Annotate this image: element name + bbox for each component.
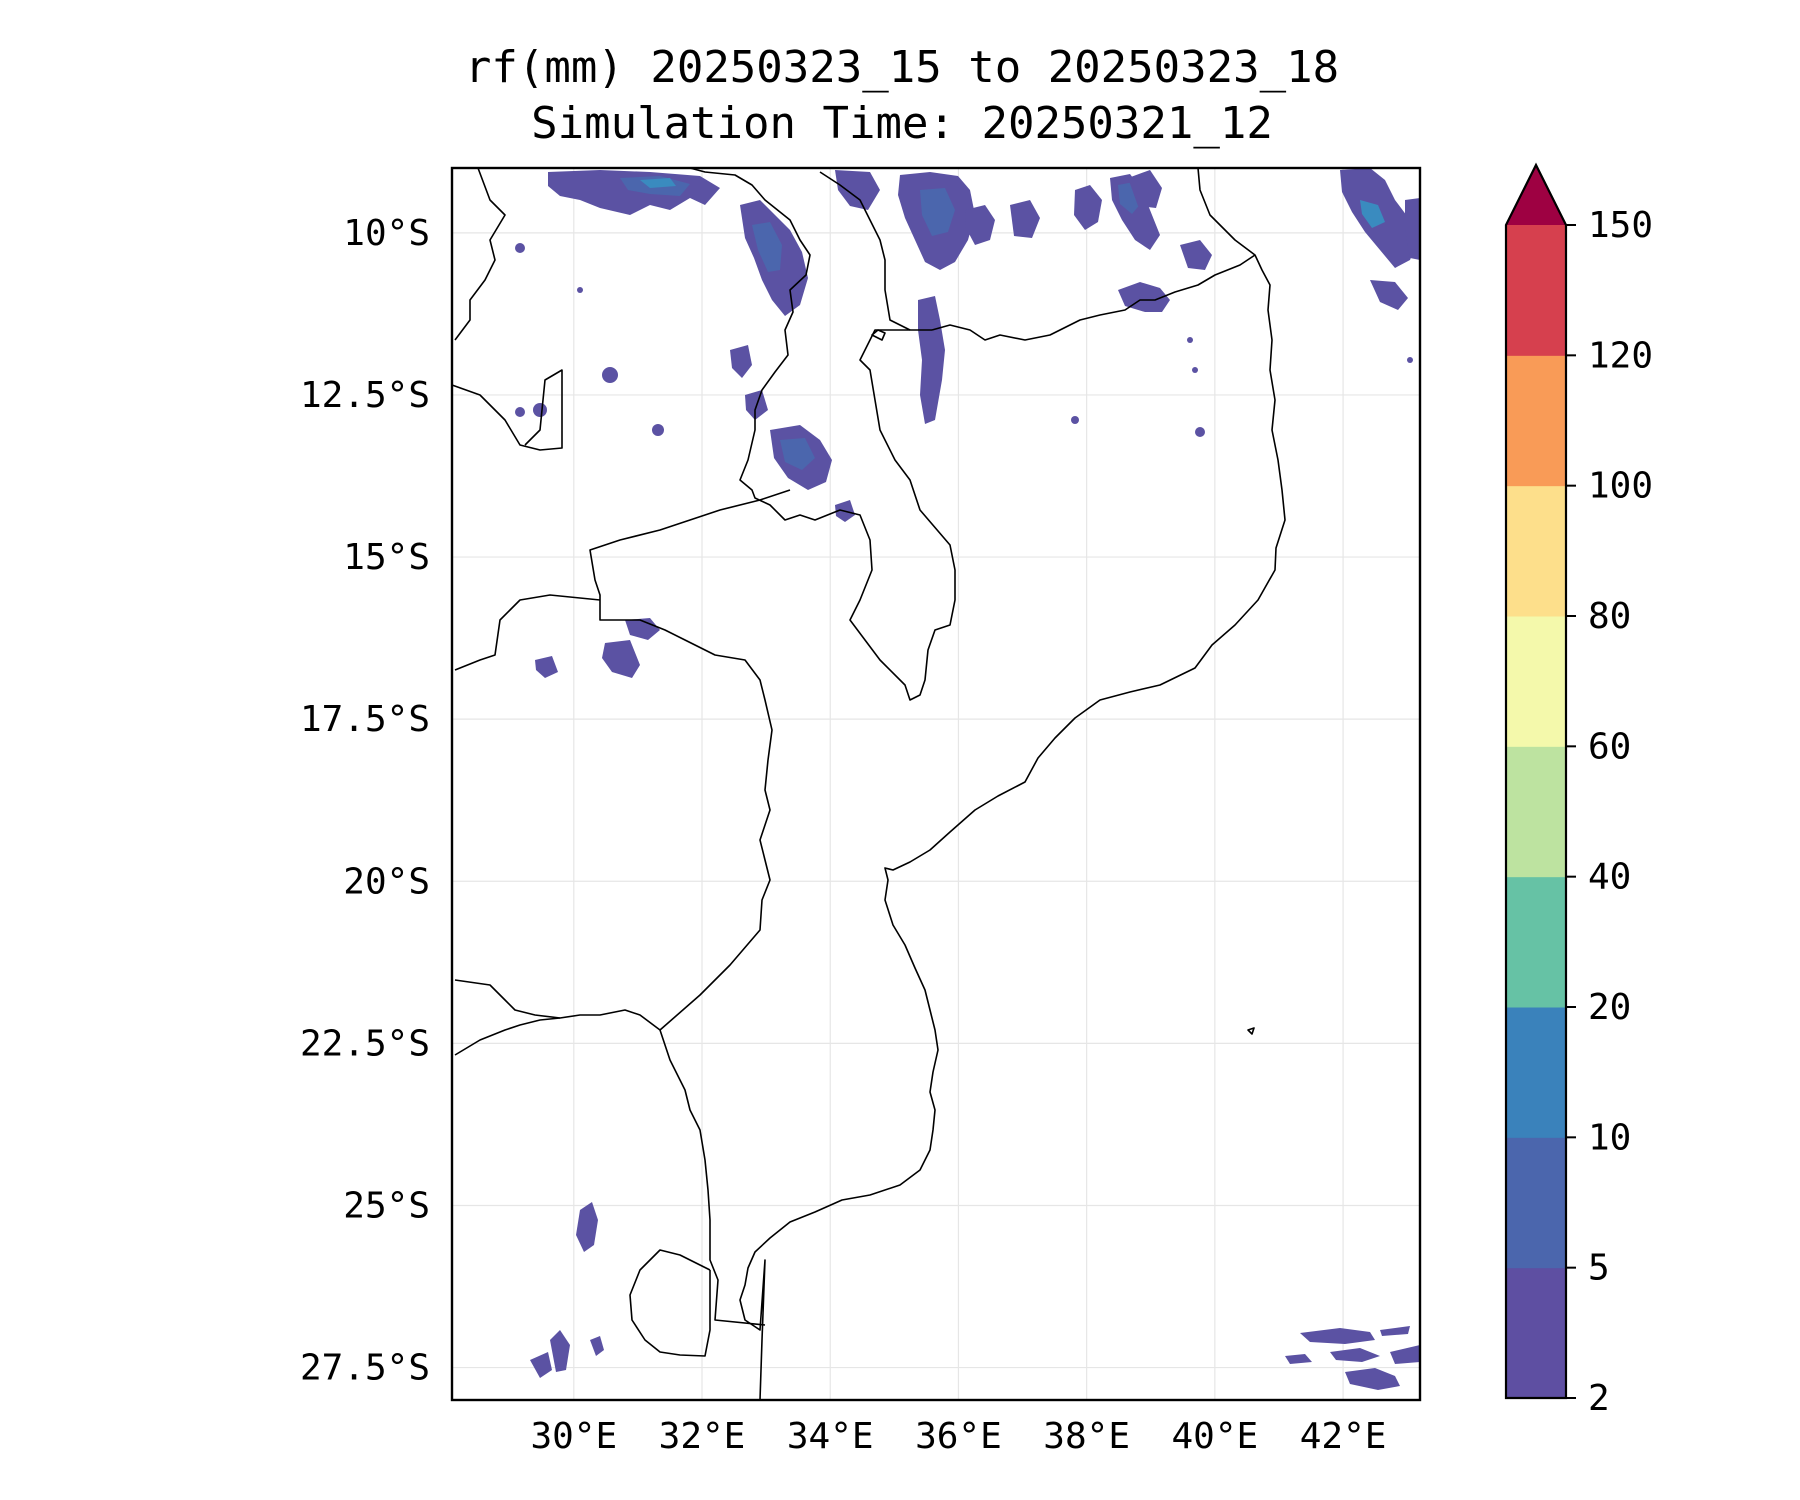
colorbar-segment: [1506, 616, 1566, 747]
colorbar-segment: [1506, 1007, 1566, 1138]
colorbar-segment: [1506, 876, 1566, 1008]
x-tick-label: 40°E: [1172, 1416, 1259, 1457]
gridlines: [452, 168, 1420, 1400]
colorbar-segment: [1506, 485, 1566, 617]
colorbar-extend-arrow: [1506, 165, 1566, 225]
colorbar-tick-label: 10: [1588, 1117, 1631, 1158]
colorbar-outline: [1504, 162, 1568, 1400]
x-tick-label: 38°E: [1043, 1416, 1130, 1457]
title-line-2: Simulation Time: 20250321_12: [531, 98, 1273, 149]
latitude-tick-labels: 10°S 12.5°S 15°S 17.5°S 20°S 22.5°S 25°S 27.5°S: [300, 213, 430, 1389]
colorbar-tick-label: 150: [1588, 205, 1653, 246]
colorbar-segment: [1506, 355, 1566, 487]
colorbar-tick-label: 80: [1588, 596, 1631, 637]
x-tick-label: 32°E: [659, 1416, 746, 1457]
x-tick-label: 36°E: [915, 1416, 1002, 1457]
longitude-tick-labels: 30°E 32°E 34°E 36°E 38°E 40°E 42°E: [530, 1416, 1386, 1457]
coastlines-and-borders: [451, 167, 1286, 1401]
y-tick-label: 22.5°S: [300, 1023, 430, 1064]
y-tick-label: 15°S: [343, 537, 430, 578]
colorbar-tick-label: 5: [1588, 1248, 1610, 1289]
colorbar-tick-label: 40: [1588, 857, 1631, 898]
colorbar-segment: [1506, 1137, 1566, 1269]
y-tick-label: 20°S: [343, 861, 430, 902]
colorbar-tick-label: 20: [1588, 987, 1631, 1028]
map-panel: [450, 166, 1422, 1402]
map-frame: [450, 166, 1422, 1402]
y-tick-label: 10°S: [343, 213, 430, 254]
colorbar-segment: [1506, 225, 1566, 356]
x-tick-label: 42°E: [1300, 1416, 1387, 1457]
title-line-1: rf(mm) 20250323_15 to 20250323_18: [465, 42, 1339, 93]
colorbar-tick-label: 2: [1588, 1378, 1610, 1419]
x-tick-label: 30°E: [530, 1416, 617, 1457]
y-tick-label: 27.5°S: [300, 1348, 430, 1389]
y-tick-label: 17.5°S: [300, 699, 430, 740]
y-tick-label: 25°S: [343, 1185, 430, 1226]
colorbar-tick-label: 120: [1588, 335, 1653, 376]
colorbar-tick-label: 60: [1588, 726, 1631, 767]
y-tick-label: 12.5°S: [300, 375, 430, 416]
rainfall-patches: [515, 168, 1420, 1390]
colorbar-segment: [1506, 746, 1566, 878]
colorbar-tick-label: 100: [1588, 466, 1653, 507]
colorbar: 2 5 10 20 40 60 80 100 120 150: [1504, 162, 1653, 1419]
colorbar-segment: [1506, 1267, 1566, 1399]
x-tick-label: 34°E: [787, 1416, 874, 1457]
